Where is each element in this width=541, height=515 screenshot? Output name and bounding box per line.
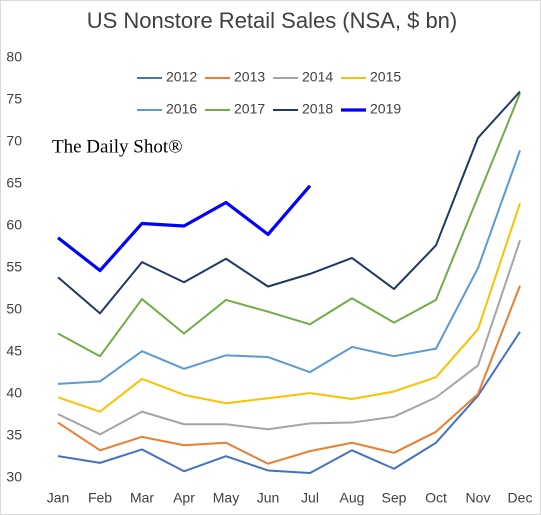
series-line [57,285,521,465]
x-tick-label: Apr [173,490,195,506]
y-tick-label: 80 [6,49,22,65]
x-tick-label: Nov [466,490,491,506]
y-tick-label: 70 [6,133,22,149]
series-line [57,90,521,315]
legend-label: 2018 [302,101,333,117]
x-tick-label: Jul [301,490,319,506]
y-tick-label: 55 [6,259,22,275]
legend-label: 2019 [370,101,401,117]
y-tick-label: 35 [6,427,22,443]
legend-label: 2012 [166,69,197,85]
legend-label: 2014 [302,69,333,85]
legend-label: 2015 [370,69,401,85]
x-tick-label: Aug [340,490,365,506]
y-tick-label: 40 [6,385,22,401]
x-tick-label: Jan [47,490,70,506]
y-tick-label: 75 [6,91,22,107]
series-line [57,184,312,273]
x-tick-label: Dec [508,490,533,506]
x-tick-label: Mar [130,490,154,506]
y-tick-label: 30 [6,469,22,485]
series-line [57,239,521,436]
y-tick-label: 45 [6,343,22,359]
annotation: The Daily Shot® [52,136,183,157]
y-tick-label: 60 [6,217,22,233]
series-line [57,92,521,358]
x-tick-label: Feb [88,490,112,506]
series-line [57,203,521,413]
series-line [57,331,521,474]
x-tick-label: Jun [257,490,280,506]
series-line [57,150,521,385]
legend-label: 2016 [166,101,197,117]
x-tick-label: May [213,490,239,506]
x-tick-label: Sep [382,490,407,506]
x-tick-label: Oct [425,490,447,506]
y-tick-label: 65 [6,175,22,191]
legend-label: 2017 [234,101,265,117]
y-tick-label: 50 [6,301,22,317]
chart-title: US Nonstore Retail Sales (NSA, $ bn) [87,8,458,33]
legend-label: 2013 [234,69,265,85]
